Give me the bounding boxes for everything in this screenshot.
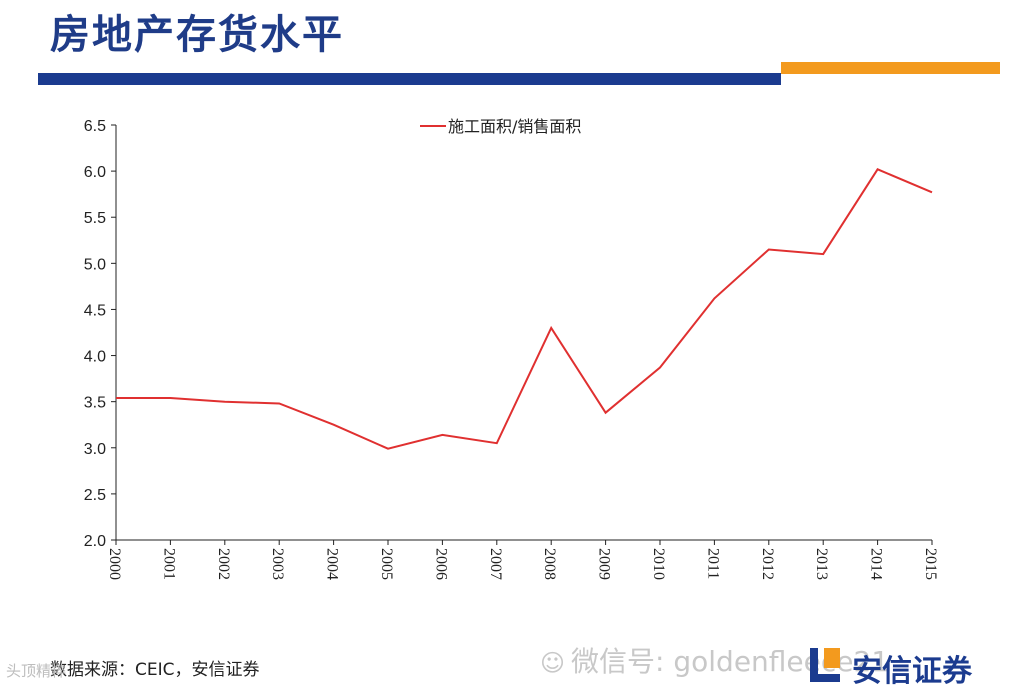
title-underline-orange (781, 62, 1000, 74)
y-tick-label: 5.5 (84, 210, 106, 227)
x-tick-label: 2003 (269, 548, 286, 580)
company-logo: 安信证券 (806, 642, 1006, 689)
x-tick-label: 2007 (487, 548, 504, 580)
x-tick-label: 2002 (215, 548, 232, 580)
logo-text: 安信证券 (852, 654, 972, 689)
x-tick-label: 2005 (378, 548, 395, 580)
title-underline-blue (38, 73, 781, 85)
line-chart: 6.56.05.55.04.54.03.53.02.52.0 2000 2001 2… (84, 117, 939, 580)
y-tick-label: 2.5 (84, 487, 106, 504)
series-line (116, 168, 933, 450)
x-tick-label: 2004 (324, 548, 341, 580)
page-title: 房地产存货水平 (50, 12, 344, 58)
logo-icon (810, 648, 840, 682)
x-tick-label: 2008 (541, 548, 558, 580)
x-tick-label: 2001 (160, 548, 177, 580)
x-tick-label: 2009 (596, 548, 613, 580)
watermark-left: 头顶精粹 (6, 660, 66, 681)
y-tick-label: 6.5 (84, 118, 106, 135)
y-axis: 6.5 6.0 5.5 5.0 4.5 4.0 3.5 3.0 2.5 2.0 (84, 118, 117, 550)
x-tick-label: 2010 (650, 548, 667, 580)
y-tick-label: 5.0 (84, 256, 106, 273)
y-tick-label: 4.5 (84, 302, 106, 319)
y-tick-label: 3.0 (84, 441, 106, 458)
x-axis: 2000 2001 2002 2003 2004 2005 2006 2007 2008 2009… (106, 539, 939, 580)
legend: 施工面积/销售面积 (420, 117, 581, 136)
wechat-icon: ☺ (540, 649, 566, 677)
x-tick-label: 2014 (868, 548, 885, 580)
watermark-left-text: 头顶精粹 (6, 662, 67, 680)
source-note: 数据来源：CEIC，安信证券 (50, 660, 260, 680)
y-tick-label: 6.0 (84, 164, 106, 181)
x-tick-label: 2000 (106, 548, 123, 580)
y-tick-label: 3.5 (84, 395, 106, 412)
legend-label: 施工面积/销售面积 (448, 117, 581, 136)
y-tick-label: 2.0 (84, 533, 106, 550)
y-tick-label: 4.0 (84, 349, 106, 366)
x-tick-label: 2013 (813, 548, 830, 580)
x-tick-label: 2012 (759, 548, 776, 580)
x-tick-label: 2011 (704, 548, 721, 579)
x-tick-label: 2006 (432, 548, 449, 580)
x-tick-label: 2015 (922, 548, 939, 580)
